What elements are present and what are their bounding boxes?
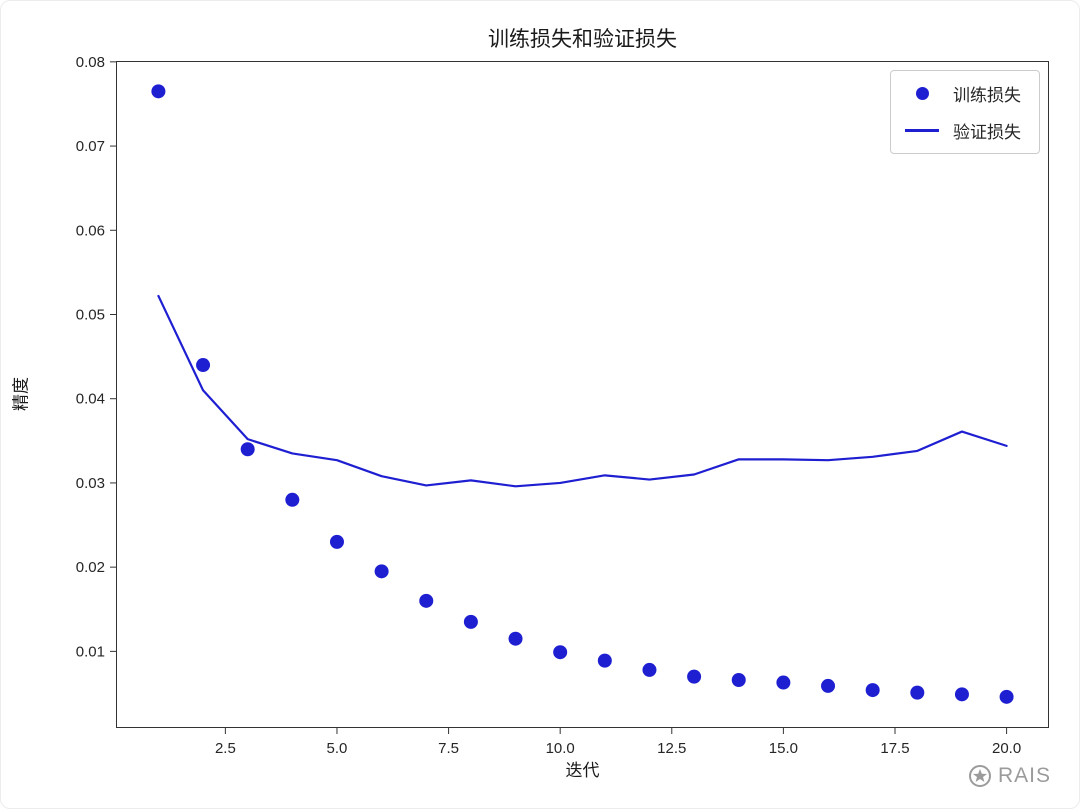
x-tick-label: 20.0 [992,740,1021,757]
train-loss-point [374,564,389,579]
train-loss-point [151,84,166,99]
train-loss-point [821,678,836,693]
y-tick-label: 0.01 [76,643,105,660]
train-loss-point [419,593,434,608]
train-loss-point [463,614,478,629]
y-tick-label: 0.06 [76,222,105,239]
plot-svg: 2.5 5.0 7.5 10.0 12.5 15.0 17.5 20.0 0.01 0.02 0.0… [76,54,1049,757]
y-tick-label: 0.05 [76,306,105,323]
rais-watermark: RAIS [968,764,1051,788]
train-loss-point [776,675,791,690]
x-tick-label: 7.5 [438,740,459,757]
x-tick-label: 2.5 [215,740,236,757]
train-loss-dot-icon [905,87,939,100]
rais-watermark-text: RAIS [997,764,1051,787]
x-tick-label: 10.0 [546,740,575,757]
axes-frame [116,61,1049,728]
train-loss-point [642,662,657,677]
x-tick-label: 12.5 [657,740,686,757]
legend-label-val-loss: 验证损失 [953,123,1021,142]
val-loss-line [157,294,1008,488]
train-loss-point [687,669,702,684]
train-loss-point [240,442,255,457]
train-loss-point [910,685,925,700]
train-loss-point [999,689,1014,704]
legend: 训练损失 验证损失 [890,70,1040,154]
train-loss-point [597,653,612,668]
y-tick-label: 0.04 [76,391,105,408]
x-tick-label: 5.0 [327,740,348,757]
y-tick-label: 0.08 [76,54,105,71]
y-axis-label: 精度 [11,377,31,411]
train-loss-point [508,631,523,646]
train-loss-point [865,683,880,698]
legend-item-train-loss: 训练损失 [905,81,1021,106]
plot-area: 2.5 5.0 7.5 10.0 12.5 15.0 17.5 20.0 0.01 0.02 0.0… [76,54,1049,757]
train-loss-point [954,687,969,702]
chart-title: 训练损失和验证损失 [488,28,677,51]
y-tick-label: 0.03 [76,475,105,492]
legend-item-val-loss: 验证损失 [905,118,1021,143]
legend-label-train-loss: 训练损失 [953,86,1021,105]
y-tick-label: 0.07 [76,138,105,155]
train-loss-point [553,645,568,660]
x-tick-label: 15.0 [769,740,798,757]
x-tick-label: 17.5 [880,740,909,757]
train-loss-point [285,492,300,507]
x-axis-label: 迭代 [565,761,600,780]
y-tick-label: 0.02 [76,559,105,576]
rais-logo-icon [968,764,992,788]
train-loss-point [731,672,746,687]
train-loss-point [329,534,344,549]
train-loss-point [196,358,211,373]
val-loss-line-icon [905,129,939,132]
